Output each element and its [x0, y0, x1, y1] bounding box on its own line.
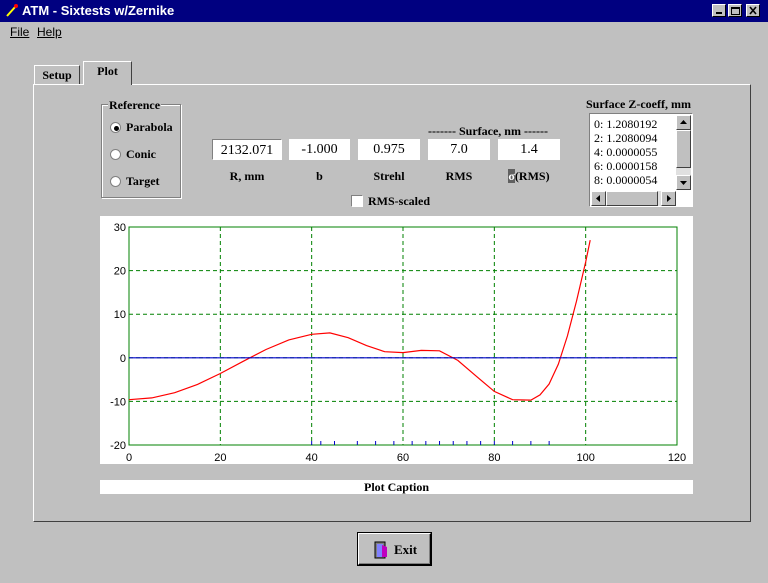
- x-tick-label: 120: [668, 452, 686, 464]
- vertical-scrollbar[interactable]: [676, 115, 691, 190]
- list-item[interactable]: 0: 1.2080192: [594, 117, 658, 131]
- exit-door-icon: [374, 541, 387, 559]
- minimize-icon: [716, 12, 722, 14]
- radio-parabola-circle: [110, 122, 121, 133]
- rms-label: RMS: [445, 169, 473, 183]
- plot-panel: [33, 84, 751, 522]
- strehl-field[interactable]: 0.975: [358, 139, 420, 160]
- scroll-thumb[interactable]: [676, 130, 691, 168]
- zcoeff-label: Surface Z-coeff, mm: [586, 97, 691, 111]
- x-tick-label: 0: [126, 452, 132, 464]
- radio-target-label: Target: [126, 174, 160, 188]
- arrow-down-icon: [680, 181, 687, 185]
- app-icon: [6, 4, 18, 17]
- menu-help[interactable]: Help: [37, 25, 62, 39]
- b-field[interactable]: -1.000: [289, 139, 350, 160]
- maximize-button[interactable]: [728, 4, 742, 17]
- b-label: b: [316, 169, 323, 183]
- sigma-symbol: σ: [508, 169, 515, 183]
- surface-header: ------- Surface, nm ------: [428, 124, 548, 138]
- menu-bar: File Help: [0, 22, 768, 42]
- exit-label: Exit: [394, 542, 418, 557]
- scroll-up-button[interactable]: [676, 115, 691, 130]
- y-tick-label: 0: [120, 353, 126, 365]
- scroll-right-button[interactable]: [661, 191, 676, 206]
- title-bar[interactable]: ATM - Sixtests w/Zernike: [0, 0, 768, 22]
- radio-conic-circle: [110, 149, 121, 160]
- sigma-rms-text: (RMS): [514, 169, 550, 183]
- chart-area: 0 20 40 60 80 100 120 30 20 10 0 -10 -20: [100, 216, 693, 464]
- y-tick-label: 10: [114, 309, 126, 321]
- plot-caption: Plot Caption: [100, 480, 693, 494]
- radio-selected-dot: [114, 126, 119, 131]
- radius-field[interactable]: 2132.071: [212, 139, 282, 160]
- list-item[interactable]: 8: 0.0000054: [594, 173, 658, 187]
- y-tick-label: 30: [114, 222, 126, 234]
- y-tick-label: -20: [110, 440, 126, 452]
- list-item[interactable]: 4: 0.0000055: [594, 145, 658, 159]
- tab-plot-label: Plot: [97, 64, 118, 78]
- close-icon: [749, 6, 757, 15]
- y-tick-label: -10: [110, 396, 126, 408]
- window-title: ATM - Sixtests w/Zernike: [22, 3, 175, 18]
- x-tick-label: 80: [488, 452, 500, 464]
- radio-target-circle: [110, 176, 121, 187]
- tab-plot[interactable]: Plot: [83, 61, 132, 85]
- x-tick-label: 60: [397, 452, 409, 464]
- rms-field[interactable]: 7.0: [428, 139, 490, 160]
- hscroll-thumb[interactable]: [606, 191, 658, 206]
- sigma-rms-field[interactable]: 1.4: [498, 139, 560, 160]
- arrow-right-icon: [667, 195, 671, 202]
- exit-button[interactable]: Exit: [358, 533, 431, 565]
- rms-scaled-label: RMS-scaled: [368, 194, 430, 208]
- list-item[interactable]: 6: 0.0000158: [594, 159, 658, 173]
- y-tick-label: 20: [114, 266, 126, 278]
- rms-scaled-checkbox[interactable]: [351, 195, 363, 207]
- strehl-label: Strehl: [373, 169, 405, 183]
- tab-setup[interactable]: Setup: [34, 65, 80, 85]
- maximize-icon: [731, 7, 740, 15]
- x-tick-label: 100: [576, 452, 594, 464]
- zcoeff-listbox[interactable]: 0: 1.2080192 2: 1.2080094 4: 0.0000055 6…: [589, 113, 693, 207]
- arrow-up-icon: [680, 120, 687, 124]
- minimize-button[interactable]: [712, 4, 726, 17]
- x-tick-label: 20: [214, 452, 226, 464]
- list-item[interactable]: 2: 1.2080094: [594, 131, 658, 145]
- reference-label: Reference: [108, 98, 162, 113]
- scroll-left-button[interactable]: [591, 191, 606, 206]
- horizontal-scrollbar[interactable]: [591, 191, 676, 206]
- plot-frame: [128, 226, 678, 446]
- series-line-surface: [128, 239, 591, 401]
- sigma-rms-label: σ(RMS): [498, 169, 560, 184]
- close-button[interactable]: [746, 4, 760, 17]
- arrow-left-icon: [596, 195, 600, 202]
- scroll-down-button[interactable]: [676, 175, 691, 190]
- radius-label: R, mm: [229, 169, 265, 183]
- menu-file[interactable]: File: [10, 25, 30, 39]
- radio-parabola-label: Parabola: [126, 120, 173, 134]
- radio-conic-label: Conic: [126, 147, 156, 161]
- x-tick-label: 40: [306, 452, 318, 464]
